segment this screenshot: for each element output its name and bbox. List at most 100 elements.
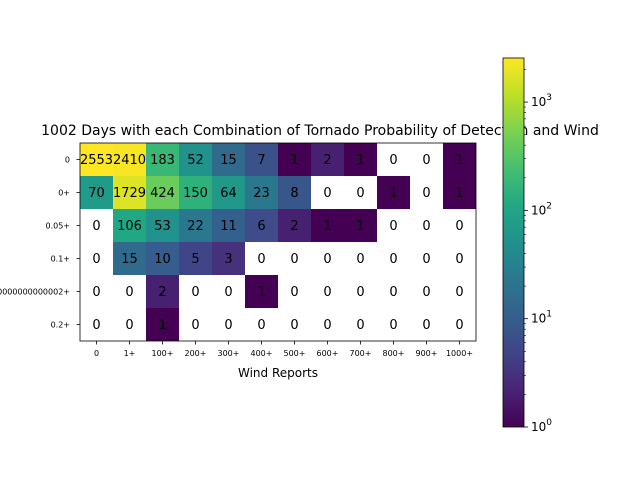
- cell-value-label: 0: [323, 285, 331, 300]
- heatmap-cell: [344, 176, 377, 209]
- heatmap-cell: [311, 209, 344, 242]
- cell-value-label: 0: [92, 318, 100, 333]
- cell-value-label: 2410: [113, 153, 146, 168]
- cell-value-label: 0: [389, 153, 397, 168]
- heatmap-cell: [146, 143, 179, 176]
- heatmap-cell: [443, 176, 476, 209]
- heatmap-cell: [113, 275, 146, 308]
- cell-value-label: 0: [389, 285, 397, 300]
- cell-value-label: 3: [224, 252, 232, 267]
- cell-value-label: 0: [356, 186, 364, 201]
- cell-value-label: 15: [121, 252, 138, 267]
- heatmap-cell: [212, 308, 245, 341]
- cell-value-label: 15: [220, 153, 237, 168]
- heatmap-cell: [443, 209, 476, 242]
- heatmap-cell: [311, 275, 344, 308]
- cell-value-label: 0: [224, 318, 232, 333]
- x-tick-label: 600+: [317, 349, 339, 358]
- cell-value-label: 1: [356, 219, 364, 234]
- cell-value-label: 0: [290, 252, 298, 267]
- heatmap-cell: [212, 176, 245, 209]
- heatmap-cell: [245, 275, 278, 308]
- x-tick-label: 0: [94, 349, 99, 358]
- x-tick-label: 800+: [383, 349, 405, 358]
- cell-value-label: 0: [455, 285, 463, 300]
- heatmap-cell: [80, 308, 113, 341]
- heatmap-cell: [344, 209, 377, 242]
- cell-value-label: 0: [422, 318, 430, 333]
- cell-value-label: 2: [158, 285, 166, 300]
- cell-value-label: 0: [92, 252, 100, 267]
- cell-value-label: 2: [290, 219, 298, 234]
- cell-value-label: 0: [422, 285, 430, 300]
- cell-value-label: 0: [389, 219, 397, 234]
- heatmap-cell: [311, 143, 344, 176]
- cell-value-label: 0: [290, 285, 298, 300]
- heatmap-cell: [410, 143, 443, 176]
- x-tick-label: 500+: [284, 349, 306, 358]
- cell-value-label: 0: [356, 285, 364, 300]
- cell-value-label: 0: [257, 252, 265, 267]
- heatmap-cell: [80, 143, 113, 176]
- heatmap-cell: [278, 275, 311, 308]
- heatmap-cell: [80, 176, 113, 209]
- cell-value-label: 1: [455, 186, 463, 201]
- heatmap-cell: [344, 143, 377, 176]
- cell-value-label: 22: [187, 219, 204, 234]
- cell-value-label: 1: [455, 153, 463, 168]
- y-tick-label: 0.05+: [45, 222, 70, 231]
- heatmap-cell: [80, 209, 113, 242]
- cell-value-label: 0: [455, 219, 463, 234]
- cell-value-label: 0: [224, 285, 232, 300]
- heatmap-cells: [80, 143, 476, 341]
- colorbar-frame: [502, 57, 525, 428]
- heatmap-cell: [179, 308, 212, 341]
- heatmap-cell: [443, 275, 476, 308]
- x-axis-ticks: 0 1+ 100+ 200+ 300+ 400+ 500+ 600+ 700+ 800+ 900+ 1…: [94, 341, 473, 358]
- heatmap-cell: [146, 242, 179, 275]
- cell-value-label: 70: [88, 186, 105, 201]
- heatmap-cell: [179, 209, 212, 242]
- heatmap-cell: [179, 143, 212, 176]
- x-tick-label: 900+: [416, 349, 438, 358]
- heatmap-cell: [344, 242, 377, 275]
- cell-value-label: 0: [422, 186, 430, 201]
- x-tick-label: 100+: [152, 349, 174, 358]
- x-tick-label: 200+: [185, 349, 207, 358]
- y-tick-label: 0+: [58, 189, 70, 198]
- heatmap-cell: [377, 176, 410, 209]
- cell-value-label: 5: [191, 252, 199, 267]
- heatmap-cell: [344, 275, 377, 308]
- heatmap-cell: [377, 275, 410, 308]
- cell-value-label: 64: [220, 186, 237, 201]
- heatmap-cell: [311, 242, 344, 275]
- cell-value-label: 0: [125, 285, 133, 300]
- heatmap-cell: [146, 308, 179, 341]
- heatmap-cell: [278, 176, 311, 209]
- heatmap-cell: [245, 209, 278, 242]
- cell-value-label: 0: [356, 318, 364, 333]
- cell-value-label: 0: [455, 252, 463, 267]
- heatmap-cell: [410, 209, 443, 242]
- heatmap-cell: [146, 275, 179, 308]
- cell-value-label: 1: [356, 153, 364, 168]
- heatmap-cell: [344, 308, 377, 341]
- heatmap-cell: [146, 209, 179, 242]
- cell-value-label: 0: [125, 318, 133, 333]
- heatmap-cell: [212, 242, 245, 275]
- heatmap-cell: [377, 143, 410, 176]
- cell-value-label: 10: [154, 252, 171, 267]
- heatmap-cell: [113, 242, 146, 275]
- heatmap-cell: [212, 209, 245, 242]
- cell-value-label: 0: [191, 318, 199, 333]
- colorbar-tick-label: 102: [531, 201, 552, 217]
- heatmap-cell: [443, 242, 476, 275]
- heatmap-cell: [179, 176, 212, 209]
- y-tick-label: 0.2+: [51, 321, 70, 330]
- cell-value-label: 0: [92, 285, 100, 300]
- heatmap-cell: [410, 275, 443, 308]
- heatmap-cell: [443, 143, 476, 176]
- y-tick-label: 0.1+: [51, 255, 70, 264]
- cell-value-label: 0: [323, 186, 331, 201]
- y-tick-label: 0: [65, 156, 70, 165]
